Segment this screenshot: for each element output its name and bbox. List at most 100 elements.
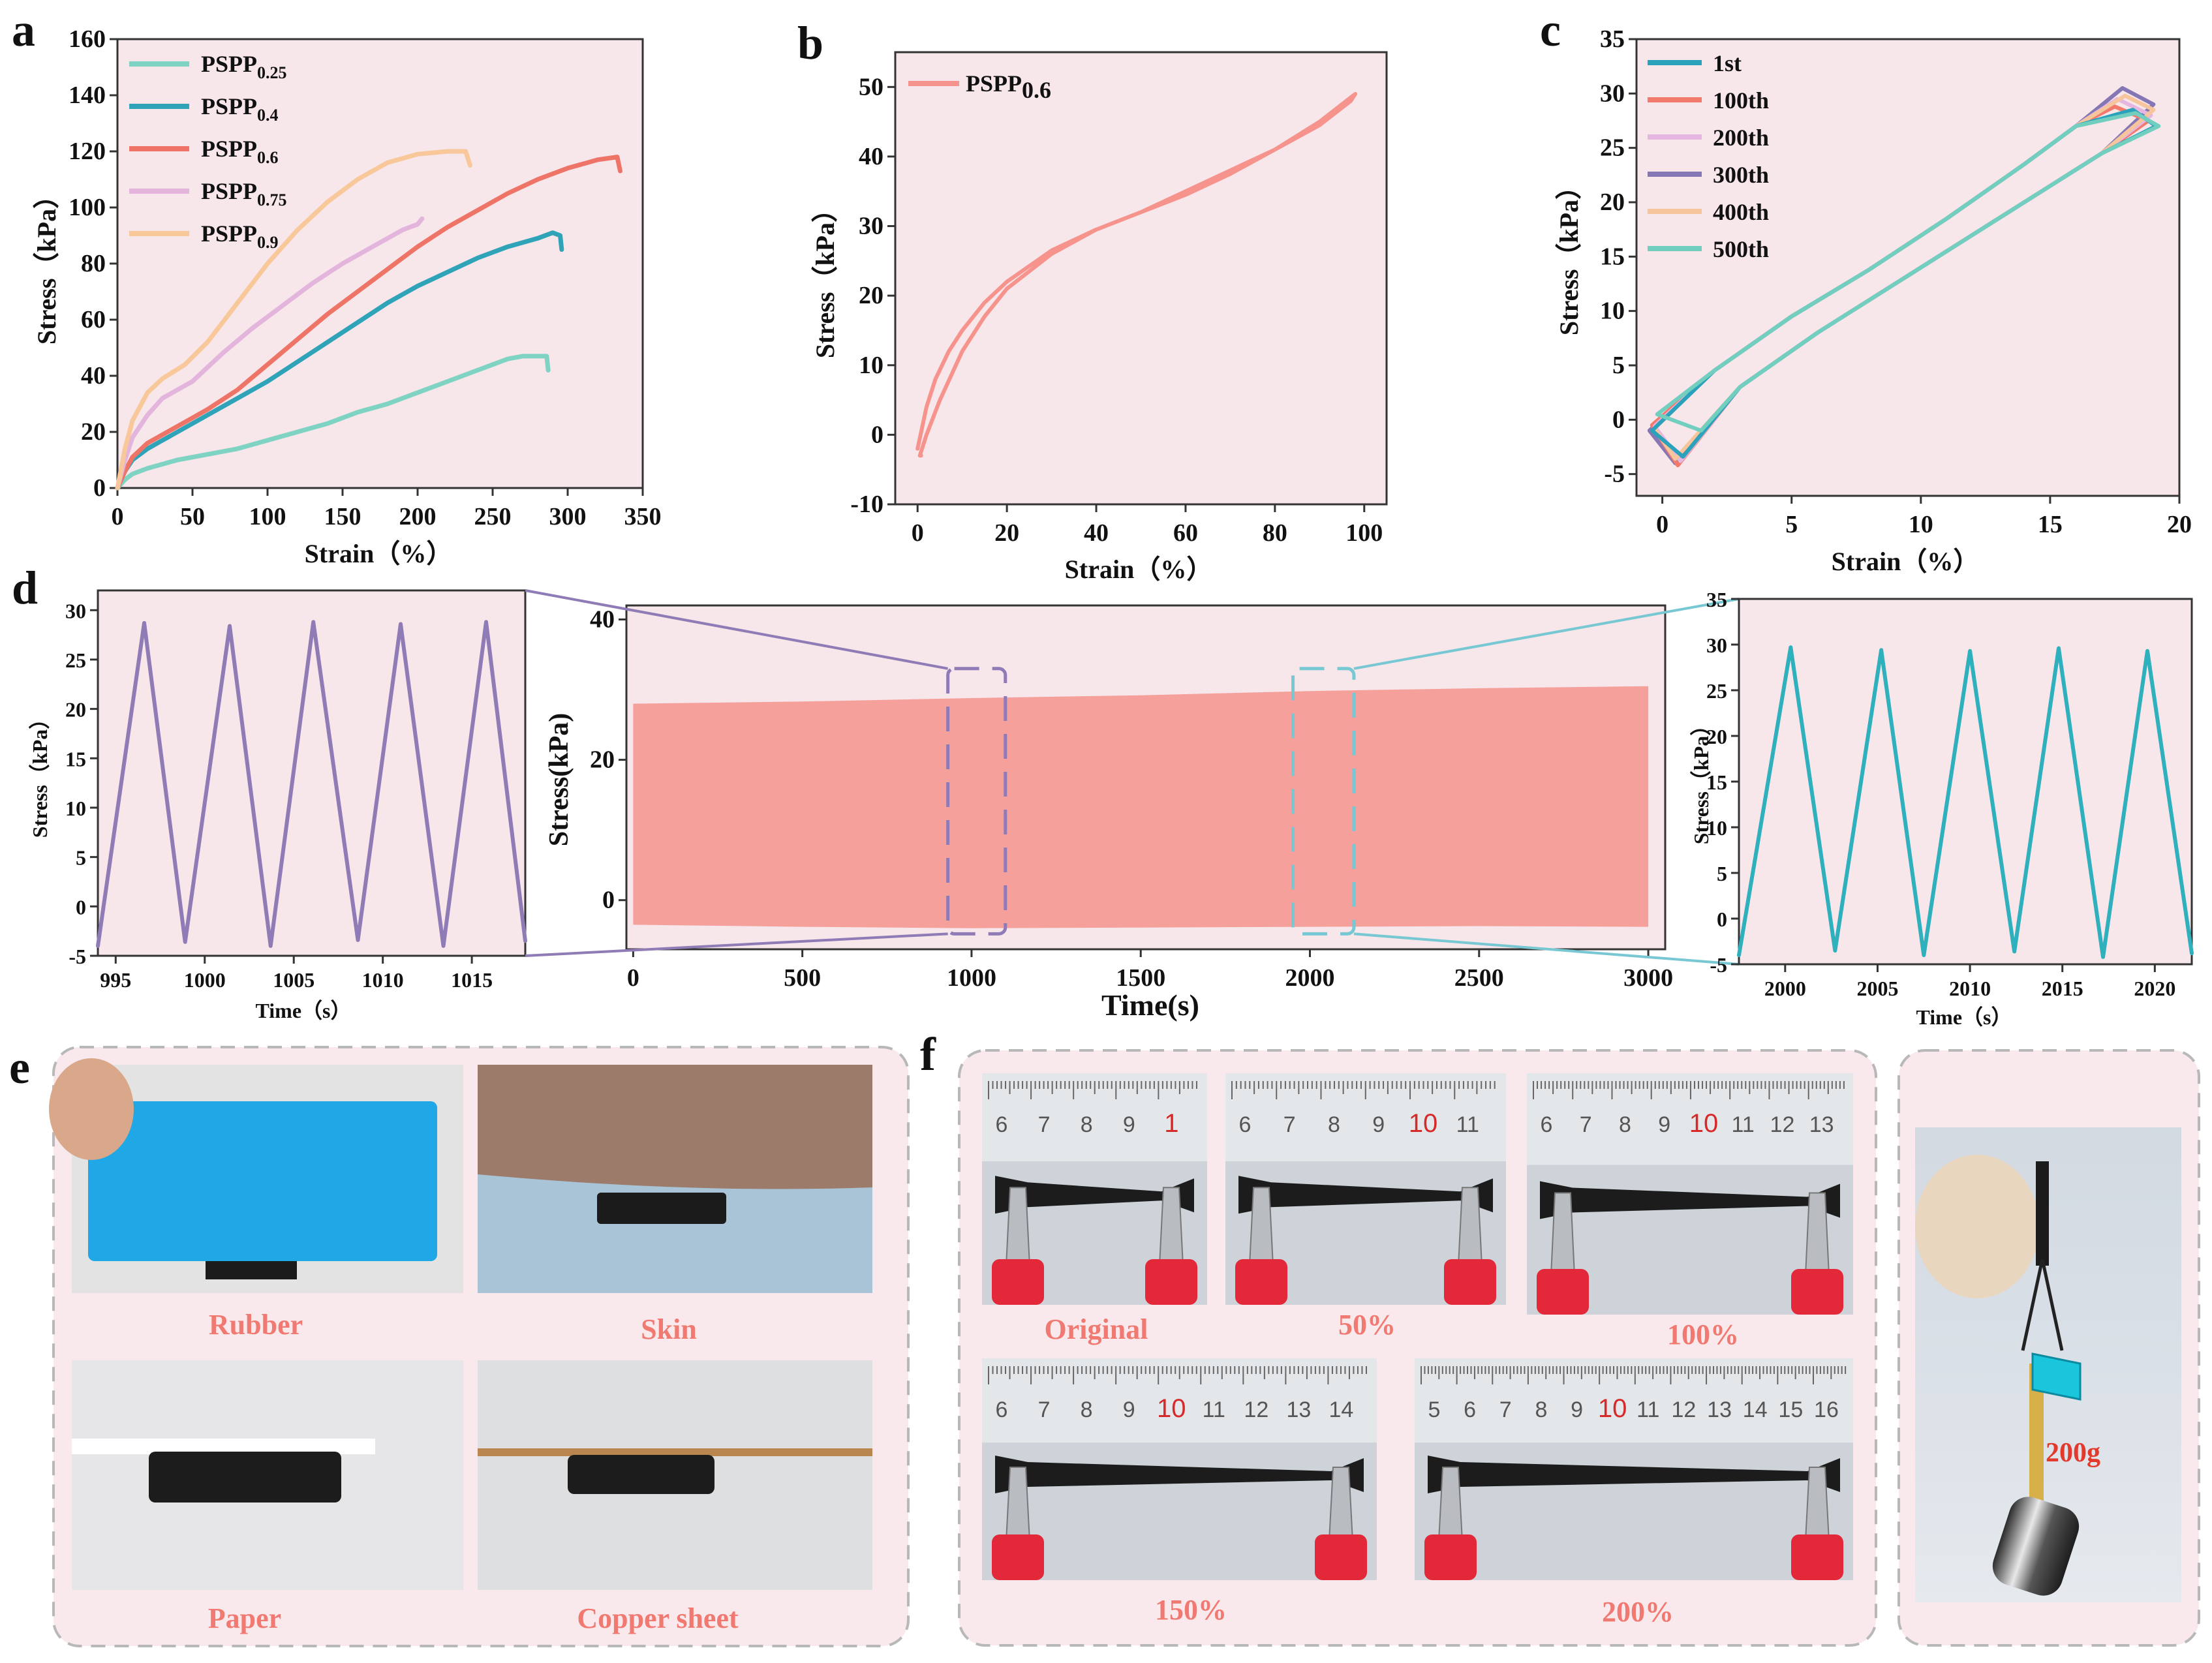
- chart-d-right-series: [1737, 645, 2194, 959]
- panel-e: Rubber Skin Paper Copper sheet: [49, 1046, 910, 1647]
- y-tick-label: 10: [1600, 298, 1625, 325]
- ruler-number: 14: [1329, 1397, 1354, 1422]
- legend-label: 200th: [1713, 125, 1769, 151]
- ruler-number: 7: [1038, 1112, 1051, 1137]
- y-tick-label: 15: [65, 747, 86, 770]
- ruler-number: 8: [1081, 1112, 1093, 1137]
- chart-b-legend: PSPP0.6: [908, 70, 1051, 103]
- ruler-number: 14: [1743, 1397, 1768, 1422]
- chart-d-right: -5 0 5 10 15 20 25 30 35 2000 2005 2010 2015 2020 Ti…: [1689, 588, 2194, 1029]
- clamp-handle: [1444, 1259, 1496, 1305]
- x-tick-label: 100: [1345, 519, 1383, 547]
- ruler-number: 6: [996, 1397, 1008, 1422]
- zoom-connector: [1353, 598, 1740, 670]
- clamp-handle: [1791, 1269, 1843, 1315]
- x-tick-label: 80: [1263, 519, 1287, 547]
- ruler-number: 9: [1571, 1397, 1583, 1422]
- zoom-box: [946, 667, 1007, 936]
- legend-label: 400th: [1713, 199, 1769, 225]
- ruler-number: 7: [1499, 1397, 1512, 1422]
- caption-skin: Skin: [641, 1313, 697, 1345]
- chart-b-series: [915, 92, 1358, 458]
- x-tick-label: 250: [474, 503, 512, 530]
- ruler-number: 9: [1658, 1112, 1670, 1137]
- y-tick-label: 40: [81, 362, 106, 389]
- ruler-number: 5: [1428, 1397, 1441, 1422]
- clamp-handle: [992, 1259, 1044, 1305]
- legend-label: PSPP0.9: [201, 221, 279, 252]
- ruler-number: 13: [1809, 1112, 1834, 1137]
- ruler-number: 6: [996, 1112, 1008, 1137]
- legend-label-sub: 0.75: [257, 191, 287, 209]
- y-tick-label: 20: [1600, 189, 1625, 216]
- ruler-number: 8: [1535, 1397, 1547, 1422]
- ruler-number: 11: [1203, 1397, 1225, 1422]
- chart-c-x-ticks: 0 5 10 15 20: [1656, 496, 2192, 538]
- ruler-number: 10: [1598, 1394, 1627, 1423]
- legend-label-base: PSPP: [201, 178, 257, 204]
- series-PSPP0.75: [115, 216, 425, 491]
- stretch-photos: 6 7 8 9 1 6 7 8 9 10 11 6 7 8 9 10 11 12 136 7 8 9 10 11 12 13 14 5…: [982, 1073, 1853, 1580]
- photo-weight: [1915, 1127, 2181, 1602]
- x-tick-label: 1000: [947, 964, 996, 992]
- ruler-number: 7: [1283, 1112, 1296, 1137]
- y-tick-label: 5: [76, 846, 86, 870]
- x-tick-label: 1010: [362, 968, 404, 992]
- chart-c-series: [1647, 86, 2161, 468]
- ruler-number: 11: [1456, 1112, 1479, 1137]
- ruler-number: 16: [1814, 1397, 1839, 1422]
- y-tick-label: 30: [1600, 80, 1625, 107]
- zoom-connector: [525, 589, 949, 670]
- x-tick-label: 500: [784, 964, 821, 992]
- legend-label-sub: 0.4: [257, 106, 279, 125]
- y-tick-label: 35: [1600, 25, 1625, 53]
- legend-label-base: PSPP: [966, 70, 1022, 97]
- chart-b-xlabel: Strain（%）: [1065, 555, 1213, 584]
- series-cycle: [96, 620, 527, 948]
- clamp-metal: [1457, 1187, 1483, 1266]
- y-tick-label: 140: [69, 82, 106, 109]
- strip: [1540, 1181, 1840, 1219]
- chart-c-ylabel: Stress（kPa）: [1554, 174, 1584, 335]
- strip: [1238, 1176, 1493, 1214]
- x-tick-label: 0: [912, 519, 924, 547]
- clamp-metal: [1158, 1187, 1184, 1266]
- chart-b: -10 0 10 20 30 40 50 0 20 40 60 80 100 PSPP0.6 Stra…: [810, 51, 1388, 584]
- chart-d-main-ylabel: Stress(kPa): [544, 713, 574, 847]
- y-tick-label: 40: [590, 606, 615, 633]
- ruler-number: 6: [1239, 1112, 1252, 1137]
- clamp-metal: [1804, 1467, 1830, 1542]
- y-tick-label: 10: [859, 352, 883, 379]
- panel-f: 6 7 8 9 1 6 7 8 9 10 11 6 7 8 9 10 11 12 136 7 8 9 10 11 12 13 14 5…: [958, 1049, 1877, 1647]
- clamp-metal: [1804, 1192, 1830, 1276]
- x-tick-label: 100: [249, 503, 286, 530]
- stretch-photo: 6 7 8 9 10 11 12 13: [1527, 1073, 1853, 1315]
- series-PSPP0.25: [115, 354, 551, 491]
- x-tick-label: 0: [627, 964, 639, 992]
- chart-d-left-y-ticks: -5 0 5 10 15 20 25 30: [65, 599, 98, 968]
- x-tick-label: 1005: [273, 968, 315, 992]
- chart-b-x-ticks: 0 20 40 60 80 100: [912, 504, 1383, 547]
- y-tick-label: 5: [1612, 352, 1625, 379]
- y-tick-label: 50: [859, 73, 883, 100]
- legend-label-base: PSPP: [201, 51, 257, 77]
- y-tick-label: 20: [1706, 725, 1727, 748]
- y-tick-label: 0: [871, 421, 883, 448]
- x-tick-label: 15: [2038, 511, 2063, 538]
- chart-d-left-x-ticks: 995 1000 1005 1010 1015: [100, 956, 493, 992]
- y-tick-label: 0: [93, 474, 106, 502]
- legend-label: 300th: [1713, 162, 1769, 188]
- x-tick-label: 0: [112, 503, 124, 530]
- series-PSPP0.6: [915, 92, 1358, 458]
- ruler-number: 15: [1778, 1397, 1803, 1422]
- series-PSPP0.4: [115, 230, 564, 491]
- stretch-photo: 6 7 8 9 10 11 12 13 14: [982, 1358, 1377, 1580]
- ruler-number: 1: [1164, 1109, 1178, 1138]
- y-tick-label: 40: [859, 143, 883, 170]
- chart-d-main: 0 20 40 0 500 1000 1500 2000 2500 3000 Time(s) S…: [544, 604, 1673, 1022]
- chart-b-ylabel: Stress（kPa）: [810, 196, 840, 358]
- y-tick-label: 20: [81, 418, 106, 446]
- chart-d-main-zoom-boxes: [946, 667, 1356, 936]
